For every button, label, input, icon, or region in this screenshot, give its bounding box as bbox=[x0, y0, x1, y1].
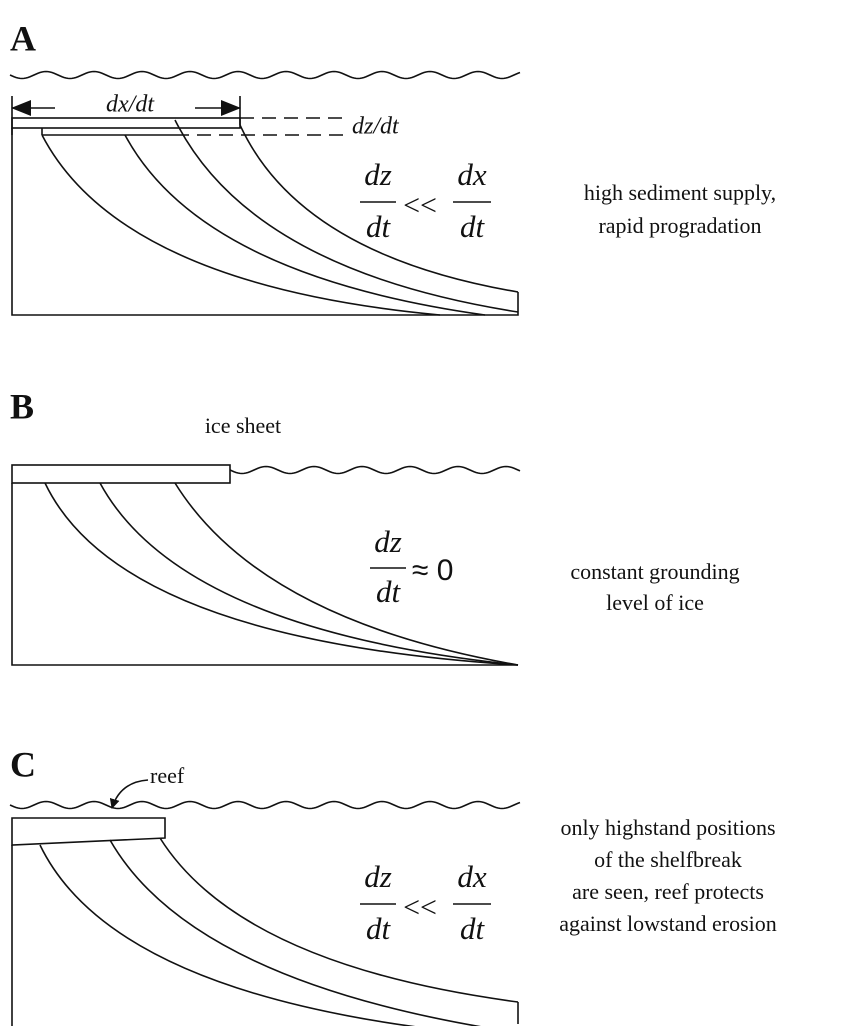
clinoform bbox=[239, 124, 519, 293]
fraction-numerator: dx bbox=[457, 859, 487, 894]
clinoform bbox=[44, 482, 519, 666]
panel-label: C bbox=[10, 744, 36, 784]
panel-label: A bbox=[10, 18, 36, 58]
clinoform bbox=[41, 134, 441, 316]
clinoform bbox=[174, 482, 519, 666]
description: high sediment supply, bbox=[584, 180, 776, 205]
basin-outline bbox=[11, 135, 519, 316]
description: against lowstand erosion bbox=[559, 911, 777, 936]
clinoform bbox=[39, 844, 416, 1026]
fraction-numerator: dz bbox=[374, 524, 402, 559]
sea-surface bbox=[9, 800, 521, 810]
fraction-denominator: dt bbox=[366, 911, 392, 946]
ice-sheet bbox=[11, 464, 231, 484]
fraction-denominator: dt bbox=[366, 209, 392, 244]
operator: << bbox=[403, 891, 437, 924]
panel-c: C reef dz dt << dx dt only highstand pos… bbox=[9, 744, 777, 1026]
sea-surface bbox=[229, 465, 521, 475]
fraction-numerator: dz bbox=[364, 157, 392, 192]
description: rapid progradation bbox=[598, 213, 761, 238]
shelf bbox=[11, 117, 241, 129]
fraction-denominator: dt bbox=[460, 209, 486, 244]
operator: ≈ 0 bbox=[412, 554, 453, 587]
description: are seen, reef protects bbox=[572, 879, 764, 904]
clinoform bbox=[174, 119, 519, 313]
basin-outline bbox=[11, 483, 518, 666]
panel-b: B ice sheet dz dt ≈ 0 constant grounding… bbox=[10, 386, 740, 666]
description: of the shelfbreak bbox=[594, 847, 742, 872]
description: constant grounding bbox=[570, 559, 739, 584]
reef bbox=[11, 817, 166, 846]
annotation: ice sheet bbox=[205, 413, 281, 438]
rate-label: dz/dt bbox=[352, 114, 400, 140]
description: only highstand positions bbox=[560, 815, 775, 840]
fraction-denominator: dt bbox=[376, 574, 402, 609]
clinoform bbox=[109, 839, 482, 1026]
operator: << bbox=[403, 189, 437, 222]
annotation-arrow bbox=[109, 779, 149, 809]
panel-label: B bbox=[10, 386, 34, 426]
panel-a: A dx/dt dz/dt dz dt << dx dt high sedime… bbox=[9, 18, 776, 316]
clinoform bbox=[124, 134, 486, 316]
clinoform bbox=[159, 837, 519, 1003]
annotation: reef bbox=[150, 763, 185, 788]
fraction-denominator: dt bbox=[460, 911, 486, 946]
fraction-numerator: dx bbox=[457, 157, 487, 192]
fraction-numerator: dz bbox=[364, 859, 392, 894]
clinoform bbox=[99, 482, 519, 666]
sea-surface bbox=[9, 70, 521, 80]
rate-label: dx/dt bbox=[106, 92, 155, 118]
description: level of ice bbox=[606, 590, 704, 615]
